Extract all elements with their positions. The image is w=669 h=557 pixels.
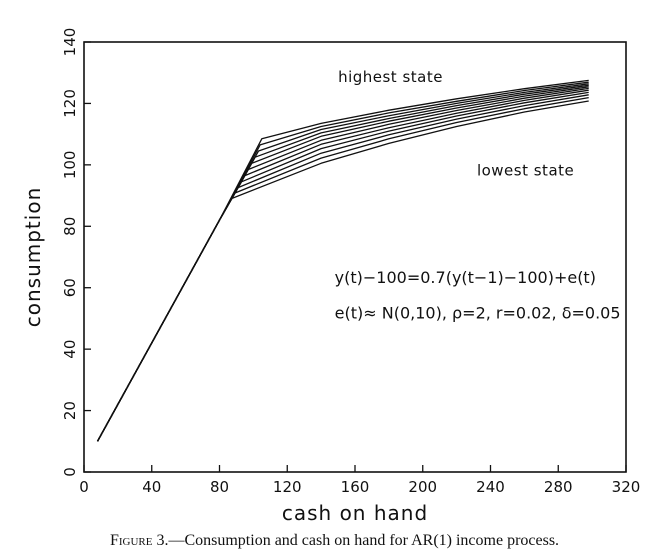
x-tick-label: 40 [142, 478, 161, 496]
ticks-layer: 0 40 80 120 160 200 240 280 320 0 20 40 60 80 100 120 14… [61, 28, 640, 496]
figure-caption-text: —Consumption and cash on hand for AR(1) … [168, 532, 560, 549]
x-tick-label: 240 [476, 478, 505, 496]
x-tick-label: 80 [210, 478, 229, 496]
x-tick-label: 160 [341, 478, 370, 496]
series-line-11 [96, 100, 589, 442]
y-tick-label: 80 [61, 217, 79, 236]
x-tick-label: 280 [544, 478, 573, 496]
annotation-2: lowest state [477, 162, 574, 180]
series-line-5 [96, 86, 589, 442]
y-axis-label: consumption [21, 187, 45, 328]
y-tick-label: 120 [61, 89, 79, 118]
y-tick-label: 60 [61, 278, 79, 297]
figure-caption: Figure 3.—Consumption and cash on hand f… [0, 532, 669, 550]
series-line-8 [96, 91, 589, 442]
annotation-4: e(t)≈ N(0,10), ρ=2, r=0.02, δ=0.05 [335, 303, 621, 322]
x-tick-label: 0 [79, 478, 89, 496]
figure-caption-prefix: Figure 3. [109, 532, 169, 549]
plot-frame [83, 41, 627, 473]
x-axis-label: cash on hand [282, 501, 428, 525]
series-line-6 [96, 87, 589, 442]
y-tick-label: 20 [61, 401, 79, 420]
series-line-2 [96, 81, 589, 442]
annotation-layer: highest state lowest state y(t)−100=0.7(y(… [335, 68, 621, 322]
x-tick-label: 320 [612, 478, 641, 496]
series-line-3 [96, 83, 589, 442]
x-tick-label: 200 [408, 478, 437, 496]
y-tick-label: 140 [61, 28, 79, 57]
y-tick-label: 100 [61, 151, 79, 180]
x-tick-label: 120 [273, 478, 302, 496]
y-tick-label: 40 [61, 340, 79, 359]
annotation-1: highest state [338, 68, 443, 86]
y-tick-label: 0 [61, 467, 79, 477]
series-layer [96, 79, 589, 442]
annotation-3: y(t)−100=0.7(y(t−1)−100)+e(t) [335, 268, 596, 287]
